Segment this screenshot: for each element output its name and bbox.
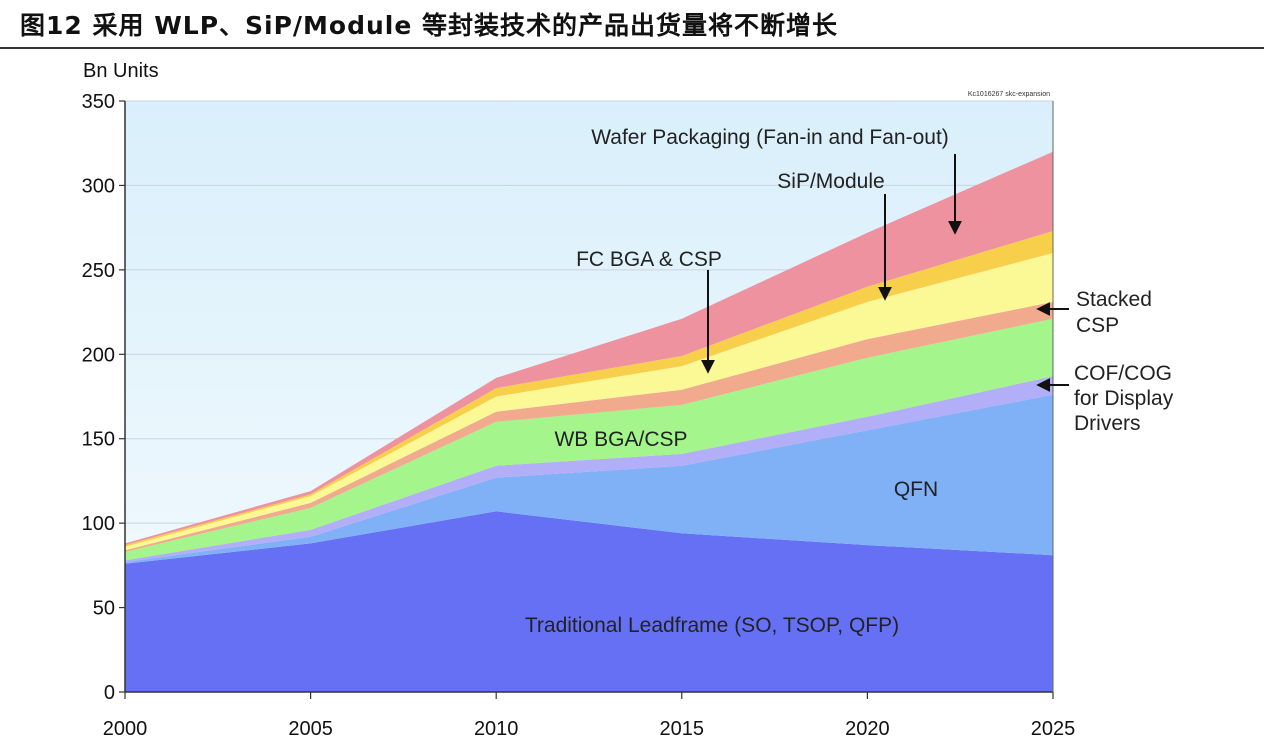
y-tick-label: 350: [82, 91, 115, 113]
area-series-1: [125, 394, 1053, 564]
x-tick-label: 2010: [474, 718, 519, 740]
area-series-7: [125, 151, 1053, 546]
x-tick-label: 2015: [660, 718, 705, 740]
area-series-6: [125, 231, 1053, 547]
area-series-4: [125, 301, 1053, 552]
x-tick-label: 2025: [1031, 718, 1076, 740]
annotation-leadframe: Traditional Leadframe (SO, TSOP, QFP): [525, 614, 899, 637]
figure-title: 图12 采用 WLP、SiP/Module 等封装技术的产品出货量将不断增长: [20, 11, 839, 40]
x-tick-label: 2000: [103, 718, 148, 740]
y-tick-label: 250: [82, 260, 115, 282]
x-tick-label: 2005: [288, 718, 333, 740]
y-tick-label: 200: [82, 344, 115, 366]
area-series-0: [125, 511, 1053, 692]
area-series-2: [125, 376, 1053, 562]
x-tick-label: 2020: [845, 718, 890, 740]
y-tick-label: 50: [93, 598, 115, 620]
annotation-qfn: QFN: [894, 478, 938, 501]
annotation-stacked-line-1: CSP: [1076, 314, 1119, 337]
annotation-cof-line-1: for Display: [1074, 387, 1174, 410]
annotation-stacked-line-0: Stacked: [1076, 288, 1152, 311]
annotation-cof-line-0: COF/COG: [1074, 362, 1172, 385]
area-series-5: [125, 253, 1053, 551]
annotation-sip: SiP/Module: [777, 170, 884, 193]
y-tick-label: 300: [82, 175, 115, 197]
area-series-3: [125, 318, 1053, 561]
y-axis-label: Bn Units: [83, 60, 159, 82]
annotation-fcbga: FC BGA & CSP: [576, 248, 722, 271]
annotation-wbbga: WB BGA/CSP: [554, 428, 687, 451]
y-tick-label: 150: [82, 429, 115, 451]
title-divider: [0, 47, 1264, 49]
watermark-text: Kc1016267 skc-expansion: [968, 91, 1050, 98]
annotation-cof-line-2: Drivers: [1074, 412, 1141, 435]
y-tick-label: 100: [82, 513, 115, 535]
y-tick-label: 0: [104, 682, 115, 704]
annotation-wafer: Wafer Packaging (Fan-in and Fan-out): [591, 126, 949, 149]
